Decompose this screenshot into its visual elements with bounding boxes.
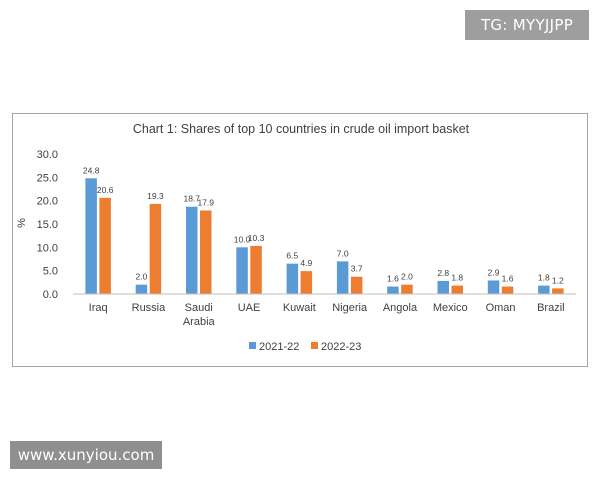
bar-2021-22 — [236, 247, 248, 294]
bar-2021-22 — [186, 206, 198, 294]
legend-swatch — [249, 342, 256, 349]
bar-2021-22 — [487, 280, 500, 294]
category-label: Iraq — [89, 302, 108, 314]
data-label: 1.8 — [451, 273, 463, 283]
data-label: 6.5 — [286, 251, 298, 261]
bar-2022-23 — [451, 285, 463, 294]
data-label: 2.0 — [401, 272, 413, 282]
data-label: 1.6 — [387, 274, 399, 284]
bar-2021-22 — [387, 286, 399, 294]
y-axis-label: % — [16, 218, 28, 228]
watermark-top: TG: MYYJJPP — [465, 10, 589, 40]
data-label: 1.6 — [502, 274, 514, 284]
y-tick-label: 20.0 — [37, 196, 58, 208]
y-tick-label: 0.0 — [43, 289, 58, 301]
bar-2022-23 — [99, 197, 111, 294]
y-tick-label: 30.0 — [37, 149, 58, 161]
bar-2022-23 — [350, 276, 363, 294]
legend-swatch — [311, 342, 318, 349]
watermark-bottom: www.xunyiou.com — [10, 441, 162, 469]
data-label: 19.3 — [147, 191, 164, 201]
y-tick-label: 5.0 — [43, 266, 58, 278]
bar-2021-22 — [286, 263, 299, 294]
bar-2022-23 — [401, 284, 413, 294]
category-label: Brazil — [537, 302, 565, 314]
data-label: 10.0 — [234, 234, 251, 244]
bars — [85, 178, 564, 294]
category-label: UAE — [238, 302, 261, 314]
category-labels: Iraq Russia Saudi Arabia UAE Kuwait Nigeria Ang… — [89, 302, 565, 328]
category-label: Saudi — [185, 302, 213, 314]
data-label: 3.7 — [351, 264, 363, 274]
bar-2021-22 — [538, 285, 550, 294]
legend-label: 2022-23 — [321, 341, 361, 353]
category-label: Oman — [486, 302, 516, 314]
data-label: 24.8 — [83, 165, 100, 175]
bar-data-labels: 24.8 2.0 18.7 10.0 6.5 7.0 1.6 2.8 2.9 1.8 20.6 19.… — [83, 165, 564, 285]
bar-chart: Chart 1: Shares of top 10 countries in c… — [16, 122, 576, 353]
category-label: Kuwait — [283, 302, 316, 314]
data-label: 2.8 — [437, 268, 449, 278]
y-tick-label: 15.0 — [37, 219, 58, 231]
data-label: 4.9 — [300, 258, 312, 268]
data-label: 2.0 — [136, 272, 148, 282]
bar-2022-23 — [300, 271, 313, 294]
data-label: 2.9 — [488, 267, 500, 277]
bar-2021-22 — [336, 261, 349, 294]
data-label: 1.2 — [552, 275, 564, 285]
data-label: 7.0 — [337, 248, 349, 258]
chart-title: Chart 1: Shares of top 10 countries in c… — [133, 122, 470, 136]
y-tick-label: 25.0 — [37, 172, 58, 184]
legend-label: 2021-22 — [259, 341, 299, 353]
bar-2022-23 — [552, 288, 564, 294]
data-label: 17.9 — [197, 197, 214, 207]
bar-2022-23 — [149, 203, 162, 294]
data-label: 10.3 — [248, 233, 265, 243]
y-axis-ticks: 0.0 5.0 10.0 15.0 20.0 25.0 30.0 — [37, 149, 58, 301]
data-label: 20.6 — [97, 185, 114, 195]
category-label: Mexico — [433, 302, 468, 314]
data-label: 18.7 — [183, 194, 200, 204]
category-label: Nigeria — [332, 302, 368, 314]
category-label: Angola — [383, 302, 418, 314]
bar-2022-23 — [200, 210, 212, 294]
legend: 2021-22 2022-23 — [249, 341, 361, 353]
chart-frame: Chart 1: Shares of top 10 countries in c… — [12, 113, 588, 367]
y-tick-label: 10.0 — [37, 242, 58, 254]
bar-2022-23 — [501, 286, 514, 294]
category-label: Russia — [132, 302, 167, 314]
category-label: Arabia — [183, 316, 216, 328]
bar-2021-22 — [135, 284, 148, 294]
bar-2021-22 — [85, 178, 97, 294]
bar-2021-22 — [437, 280, 449, 294]
bar-2022-23 — [250, 245, 262, 294]
data-label: 1.8 — [538, 273, 550, 283]
